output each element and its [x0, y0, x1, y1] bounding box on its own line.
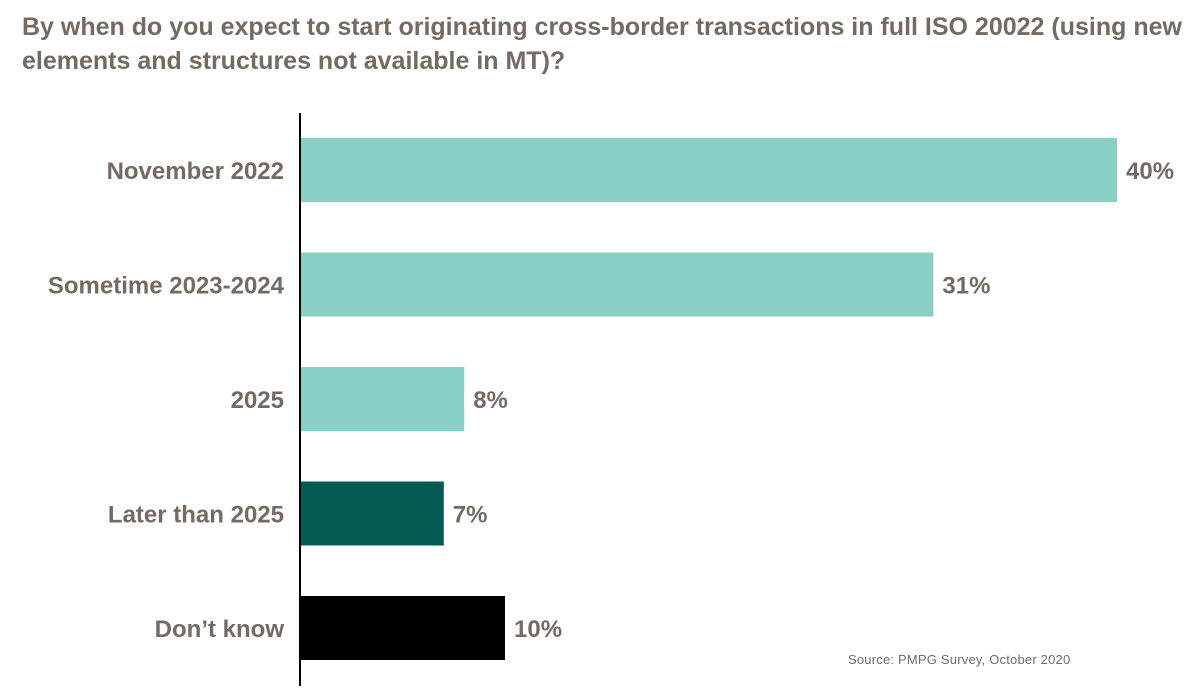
bar-sometime-2023-2024 [301, 252, 934, 317]
bar-don-t-know [301, 596, 505, 660]
value-label-november-2022: 40% [1126, 158, 1174, 185]
bars-group [301, 138, 1117, 660]
bar-2025 [301, 367, 465, 431]
source-note: Source: PMPG Survey, October 2020 [848, 652, 1071, 667]
value-label-sometime-2023-2024: 31% [942, 273, 990, 300]
category-label-later-than-2025: Later than 2025 [108, 502, 284, 529]
value-label-later-than-2025: 7% [453, 502, 488, 529]
bar-november-2022 [301, 138, 1117, 202]
category-label-sometime-2023-2024: Sometime 2023-2024 [48, 273, 285, 300]
category-label-november-2022: November 2022 [107, 158, 284, 185]
category-labels: November 2022 Sometime 2023-2024 2025 Later… [48, 158, 285, 643]
value-label-2025: 8% [473, 387, 508, 414]
chart-title: By when do you expect to start originati… [22, 13, 1182, 75]
category-label-don-t-know: Don’t know [155, 616, 285, 643]
category-label-2025: 2025 [231, 387, 284, 414]
bar-later-than-2025 [301, 481, 444, 546]
value-label-don-t-know: 10% [514, 616, 562, 643]
value-labels: 40% 31% 8% 7% 10% [453, 158, 1174, 643]
